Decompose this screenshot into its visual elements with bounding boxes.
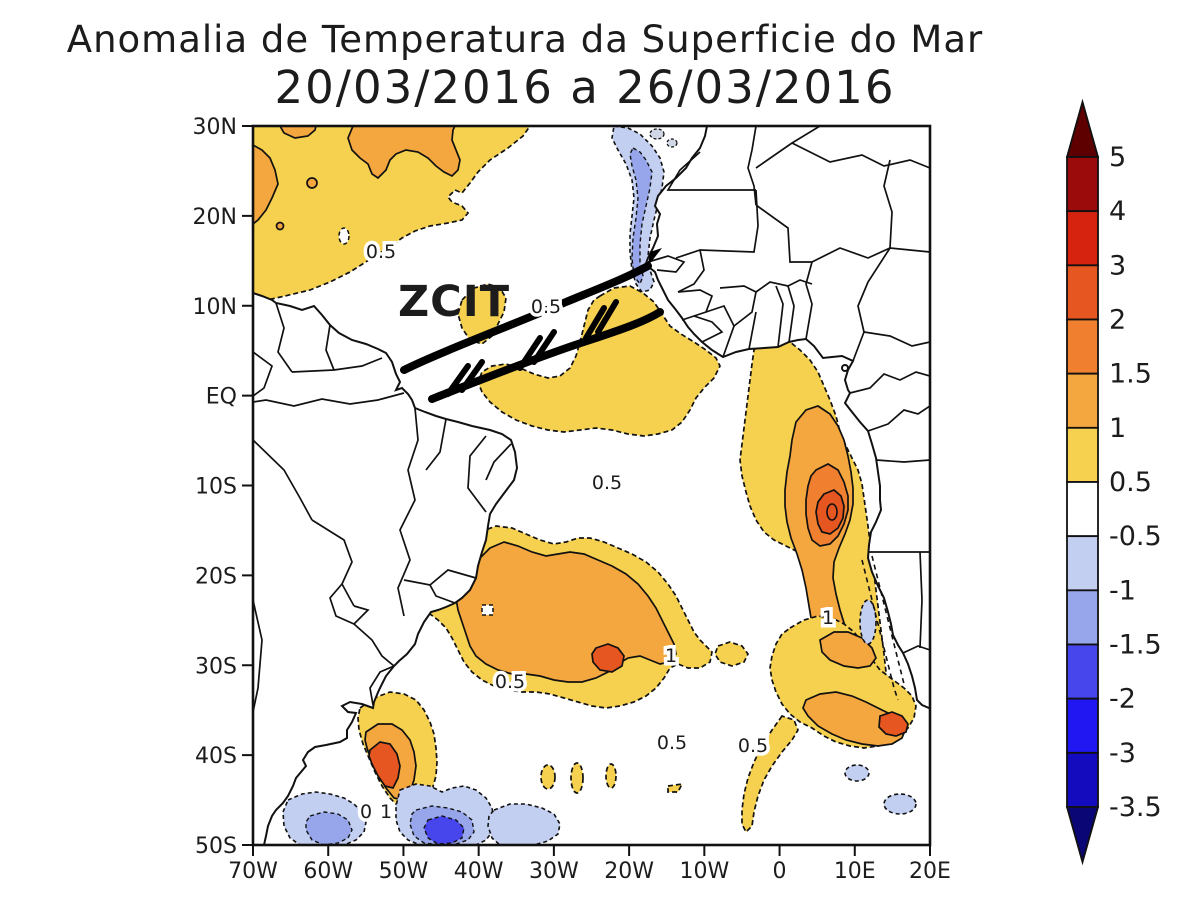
colorbar-segment [1067,320,1098,374]
colorbar-tick-label: 3 [1109,250,1126,281]
chart-title-line2: 20/03/2016 a 26/03/2016 [275,61,896,114]
warm-sliver [541,765,555,789]
x-tick-label: 50W [379,859,429,884]
island [842,365,848,371]
x-tick-label: 0 [773,859,787,884]
colorbar-tick-label: 1 [1109,413,1126,444]
warm-speck [277,223,284,230]
contour-hole [482,605,493,615]
contour-value-label: 0.5 [495,671,525,693]
y-tick-label: 10S [195,475,237,500]
colorbar-arrow-top [1067,102,1098,157]
x-tick-label: 10W [679,859,729,884]
y-tick-label: 40S [195,744,237,769]
y-tick-label: 20S [195,564,237,589]
y-tick-label: 10N [193,295,237,320]
colorbar-segment [1067,157,1098,211]
y-axis: 30N 20N 10N EQ 10S 20S 30S 40S 50S [193,115,253,859]
colorbar-tick-label: 4 [1109,196,1126,227]
zcit-label: ZCIT [398,277,510,327]
warm-sliver [571,763,583,793]
colorbar-tick-label: 1.5 [1109,359,1152,390]
south-cold-east [488,804,560,845]
colorbar-segment [1067,211,1098,265]
x-tick-label: 10E [834,859,876,884]
colorbar-tick-label: -3 [1109,738,1136,769]
contour-value-label: 0 [360,801,372,823]
warm-speck [307,178,317,188]
colorbar-segment [1067,699,1098,753]
colorbar-tick-label: 5 [1109,142,1126,173]
contour-value-label: 1 [822,607,834,629]
contour-value-label: 0.5 [531,296,561,318]
x-tick-label: 60W [303,859,353,884]
contour-value-label: 1 [665,645,677,667]
colorbar-tick-label: -1 [1109,575,1136,606]
colorbar-tick-label: -3.5 [1109,792,1162,823]
warm-sliver [606,764,616,788]
contour-value-label: 0.5 [592,472,622,494]
cold-spot [845,765,869,781]
colorbar-segment [1067,428,1098,482]
colorbar-segment [1067,374,1098,428]
colorbar-segment [1067,590,1098,644]
colorbar-segment [1067,265,1098,319]
x-tick-label: 20E [909,859,951,884]
colorbar-legend: 5 4 3 2 1.5 1 0.5 -0.5 -1 -1.5 -2 -3 -3.5 [1067,102,1162,862]
contour-value-label: 0.5 [738,735,768,757]
colorbar-tick-label: -2 [1109,684,1136,715]
x-tick-label: 70W [228,859,278,884]
y-tick-label: 50S [195,834,237,859]
contour-value-label: 0.5 [657,732,687,754]
colorbar-segment [1067,482,1098,536]
contour-ring [339,228,349,244]
contour-value-label: 1 [380,801,392,823]
y-tick-label: 20N [193,205,237,230]
se-warm-tail [742,716,798,832]
colorbar-arrow-bottom [1067,807,1098,862]
central-south-satellite [715,642,748,666]
y-tick-label: 30S [195,654,237,679]
contour-value-label: 0.5 [366,241,396,263]
chart-title-line1: Anomalia de Temperatura da Superficie do… [67,18,983,61]
x-tick-label: 30W [529,859,579,884]
colorbar-tick-label: -1.5 [1109,630,1162,661]
cold-speck [667,139,677,147]
colorbar-segment [1067,645,1098,699]
colorbar-tick-label: -0.5 [1109,521,1162,552]
x-axis: 70W 60W 50W 40W 30W 20W 10W 0 10E 20E [228,845,951,884]
colorbar-tick-label: 2 [1109,305,1126,336]
colorbar-segment [1067,753,1098,807]
colorbar-segment [1067,536,1098,590]
y-tick-label: 30N [193,115,237,140]
y-tick-label: EQ [206,385,237,410]
x-tick-label: 20W [604,859,654,884]
sst-anomaly-chart: Anomalia de Temperatura da Superficie do… [0,0,1200,900]
x-tick-label: 40W [454,859,504,884]
warm-sliver [668,784,682,792]
sst-anomaly-figure: Anomalia de Temperatura da Superficie do… [0,0,1200,900]
cold-spot [884,794,916,814]
cold-speck [650,129,664,139]
colorbar-tick-label: 0.5 [1109,467,1152,498]
